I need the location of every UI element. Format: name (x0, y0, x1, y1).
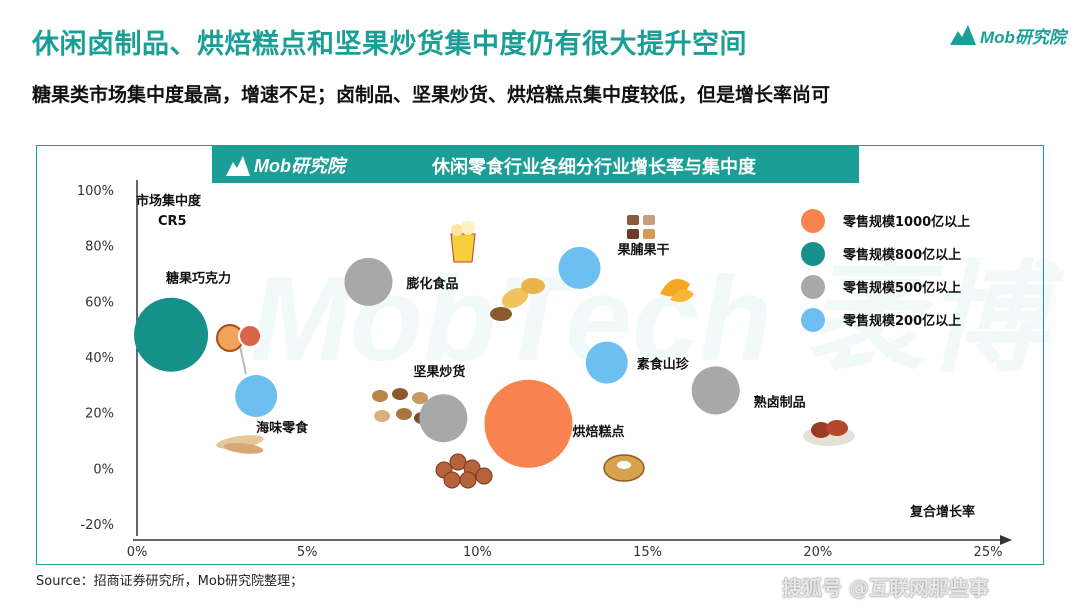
popcorn-kernel (461, 221, 475, 235)
nut (372, 390, 388, 402)
brand-logo: Mob研究院 (950, 24, 1066, 47)
legend-label: 零售规模1000亿以上 (842, 214, 970, 230)
mob-logo-icon (226, 156, 250, 176)
hazelnut (475, 467, 493, 485)
data-label: 果脯果干 (617, 242, 670, 258)
dried-mango-icon (660, 278, 694, 302)
brand-logo-text: Mob研究院 (980, 27, 1066, 47)
mango-slice (670, 289, 694, 302)
lollipop-candy (238, 324, 262, 348)
y-tick-label: 100% (77, 184, 114, 199)
data-label: 坚果炒货 (413, 364, 465, 380)
y-tick-label: 60% (85, 295, 114, 310)
chart-header: Mob研究院 休闲零食行业各细分行业增长率与集中度 (212, 145, 859, 183)
data-bubble (134, 297, 209, 372)
x-tick-label: 15% (633, 545, 662, 560)
lollipop-stick (239, 345, 247, 375)
meat-piece (811, 422, 831, 438)
data-label: 熟卤制品 (754, 394, 806, 410)
nut (412, 392, 428, 404)
y-axis-label-line2: CR5 (158, 214, 187, 229)
x-axis-arrow (1000, 535, 1012, 545)
data-bubble (585, 341, 628, 384)
braised-meat-icon (803, 420, 855, 446)
jar (627, 215, 639, 225)
x-tick-label: 5% (297, 545, 318, 560)
legend-label: 零售规模200亿以上 (842, 313, 961, 329)
nut (396, 408, 412, 420)
y-tick-label: -20% (80, 518, 114, 533)
legend-label: 零售规模800亿以上 (842, 247, 961, 263)
y-tick-label: 80% (85, 240, 114, 255)
data-label: 烘焙糕点 (572, 424, 624, 440)
legend-swatch (801, 308, 825, 332)
jar (643, 229, 655, 239)
y-tick-label: 0% (93, 462, 114, 477)
lollipop-icon (216, 324, 262, 375)
axis-layer: 100% 80% 60% 40% 20% 0% -20% 0% 5% 10% 15% 20% 25% 市场… (77, 180, 1012, 560)
popcorn-kernel (451, 224, 463, 236)
jar (643, 215, 655, 225)
data-bubble (344, 257, 393, 306)
chart-title: 休闲零食行业各细分行业增长率与集中度 (432, 157, 756, 178)
food-illustrations (216, 215, 855, 489)
chip (521, 278, 545, 294)
brand-logo-icon (950, 25, 976, 45)
meat-piece (826, 420, 848, 436)
jars-icon (627, 215, 655, 239)
data-bubble (419, 394, 468, 443)
chart-header-logo: Mob研究院 (226, 152, 345, 178)
data-bubble (235, 374, 278, 417)
cake-icon (603, 454, 645, 482)
data-bubble (691, 366, 740, 415)
source-note: Source：招商证券研究所，Mob研究院整理； (36, 574, 304, 589)
popcorn-icon (450, 221, 476, 263)
legend: 零售规模1000亿以上零售规模800亿以上零售规模500亿以上零售规模200亿以… (801, 209, 970, 332)
page-title: 休闲卤制品、烘焙糕点和坚果炒货集中度仍有很大提升空间 (32, 29, 747, 60)
hazelnut (459, 471, 477, 489)
dried-fish-icon (216, 435, 264, 454)
data-bubble (484, 379, 573, 468)
data-label: 糖果巧克力 (166, 271, 231, 287)
data-label: 膨化食品 (405, 276, 458, 292)
y-axis-label-line1: 市场集中度 (136, 193, 202, 209)
x-tick-label: 20% (803, 545, 832, 560)
data-bubble (558, 246, 601, 289)
page-subtitle: 糖果类市场集中度最高，增速不足；卤制品、坚果炒货、烘焙糕点集中度较低，但是增长率… (32, 84, 831, 106)
hazelnuts-icon (435, 453, 493, 489)
y-tick-label: 40% (85, 351, 114, 366)
chart-header-brand: Mob研究院 (254, 156, 345, 176)
chip (490, 307, 512, 321)
jar (627, 229, 639, 239)
nut (374, 410, 390, 422)
x-tick-label: 10% (463, 545, 492, 560)
cake-hole (617, 461, 631, 469)
legend-swatch (801, 242, 825, 266)
bubble-layer (134, 246, 740, 468)
legend-swatch (801, 209, 825, 233)
y-tick-label: 20% (85, 407, 114, 422)
footer-watermark: 搜狐号 @互联网那些事 (782, 576, 989, 600)
chips-icon (490, 278, 545, 321)
data-label: 海味零食 (256, 420, 309, 436)
nut (392, 388, 408, 400)
fish-strip (223, 442, 264, 454)
x-axis-label: 复合增长率 (909, 504, 975, 520)
popcorn-bucket (450, 233, 476, 263)
hazelnut (443, 471, 461, 489)
data-label: 素食山珍 (637, 357, 690, 373)
chip (501, 287, 529, 309)
legend-swatch (801, 275, 825, 299)
x-tick-label: 0% (127, 545, 148, 560)
x-tick-label: 25% (974, 545, 1003, 560)
legend-label: 零售规模500亿以上 (842, 280, 961, 296)
